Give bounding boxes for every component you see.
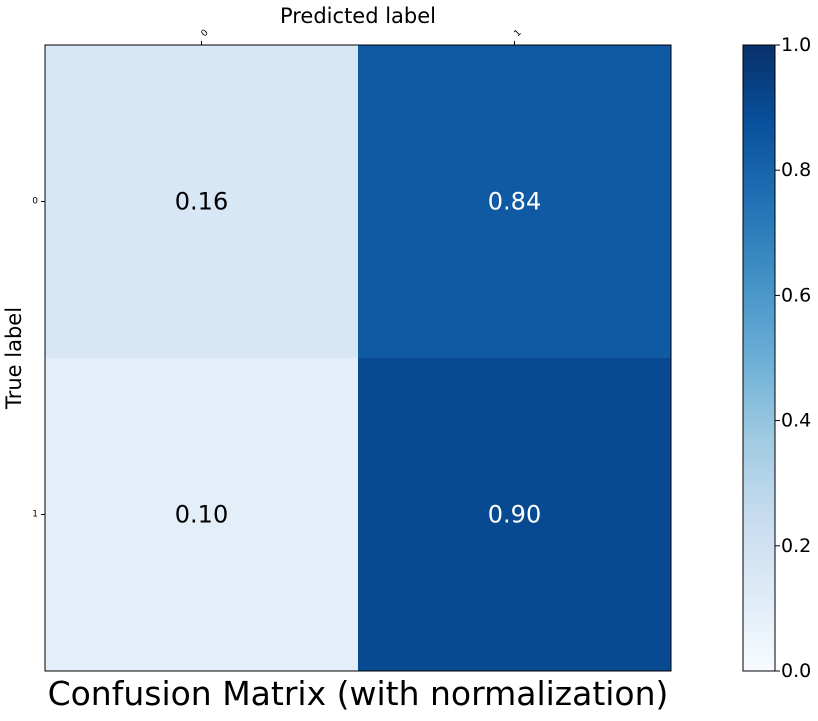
colorbar-tick-label: 0.4	[781, 410, 811, 432]
colorbar	[742, 44, 776, 672]
heatmap-cell-1-0	[45, 358, 358, 671]
cell-value-label: 0.90	[488, 501, 541, 529]
heatmap-cell-1-1	[358, 358, 671, 671]
cell-value-label: 0.84	[488, 188, 541, 216]
heatmap-cell-labels: 0.16 0.84 0.10 0.90	[175, 188, 541, 529]
y-axis-label: True label	[2, 307, 26, 410]
cell-value-label: 0.10	[175, 501, 228, 529]
colorbar-tick-label: 0.6	[781, 284, 811, 306]
x-tick-label: 1	[513, 28, 524, 39]
chart-title: Confusion Matrix (with normalization)	[48, 674, 669, 713]
colorbar-tick-label: 0.2	[781, 535, 811, 557]
heatmap-cells	[45, 45, 671, 671]
colorbar-tick-label: 0.0	[781, 660, 811, 682]
y-tick-label: 0	[32, 197, 38, 207]
heatmap-cell-0-0	[45, 45, 358, 358]
colorbar-tick-label: 0.8	[781, 159, 811, 181]
x-tick-label: 0	[200, 28, 211, 39]
plot-frame	[44, 44, 672, 672]
colorbar-ticks: 0.0 0.2 0.4 0.6 0.8 1.0	[775, 34, 811, 682]
y-axis-ticks: 01	[32, 197, 45, 520]
x-axis-label: Predicted label	[280, 4, 436, 28]
cell-value-label: 0.16	[175, 188, 228, 216]
heatmap-cell-0-1	[358, 45, 671, 358]
y-tick-label: 1	[32, 510, 38, 520]
colorbar-tick-label: 1.0	[781, 34, 811, 56]
